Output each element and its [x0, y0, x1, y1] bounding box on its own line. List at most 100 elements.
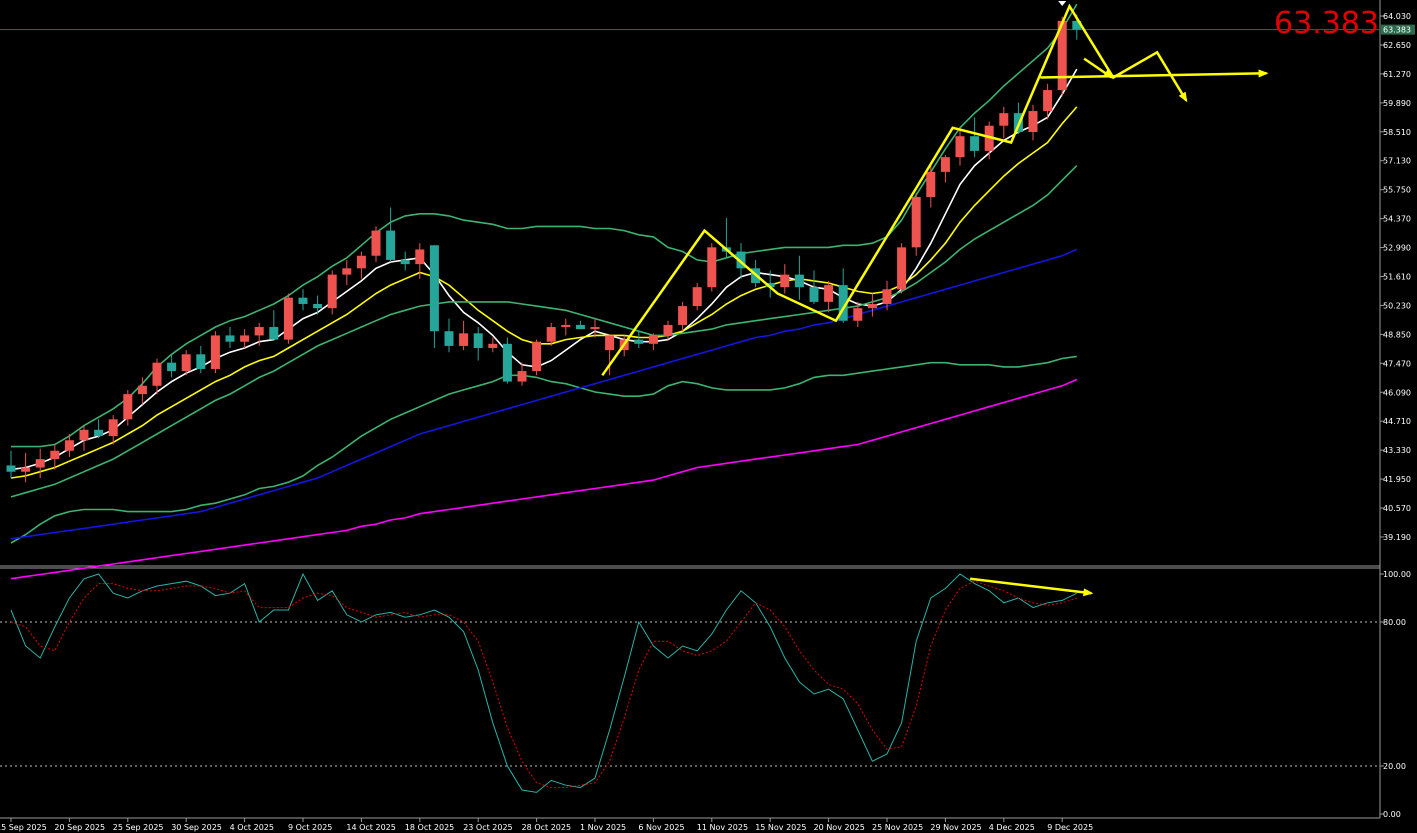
- osc-tick-label: 100.00: [1383, 570, 1411, 579]
- candle-body: [6, 465, 16, 472]
- candle-body: [999, 113, 1009, 126]
- candle-body: [64, 440, 74, 451]
- price-tick-label: 57.130: [1383, 157, 1411, 166]
- indicator-line-bb-lower: [10, 355, 1077, 544]
- price-tick-label: 62.650: [1383, 41, 1411, 50]
- candle-body: [678, 306, 688, 325]
- candle-body: [634, 339, 644, 344]
- candle-body: [707, 247, 717, 288]
- osc-tick-label: 0.00: [1383, 810, 1401, 819]
- candle-body: [94, 429, 104, 437]
- candle-body: [955, 136, 965, 158]
- candle-body: [984, 125, 994, 151]
- price-tick-label: 41.950: [1383, 475, 1411, 484]
- candle-body: [473, 333, 483, 349]
- indicator-line-ma-mid: [10, 106, 1078, 479]
- current-price-badge: [1381, 24, 1415, 35]
- candle-body: [313, 303, 323, 309]
- price-tick-label: 61.270: [1383, 70, 1411, 79]
- candle-body: [196, 354, 206, 369]
- candle-body: [444, 331, 454, 346]
- candle-body: [415, 249, 425, 265]
- current-price-label: 63.383: [1274, 6, 1379, 41]
- candle-body: [546, 327, 556, 342]
- candle-body: [692, 287, 702, 307]
- candle-body: [809, 287, 819, 302]
- candle-body: [532, 341, 542, 372]
- candle-body: [1028, 111, 1038, 133]
- candle-body: [867, 303, 877, 309]
- price-tick-label: 43.330: [1383, 446, 1411, 455]
- date-tick-label: 30 Sep 2025: [171, 823, 222, 832]
- candle-body: [386, 230, 396, 260]
- candle-body: [123, 394, 133, 420]
- candle-body: [575, 324, 585, 330]
- indicator-line-bb-upper: [11, 3, 1078, 448]
- date-tick-label: 25 Sep 2025: [113, 823, 164, 832]
- price-tick-label: 50.230: [1383, 301, 1411, 310]
- oscillator-lines: [10, 572, 1078, 793]
- osc-tick-label: 80.00: [1383, 618, 1406, 627]
- indicator-line-bb-mid: [10, 165, 1078, 498]
- current-price-badge-label: 63.383: [1383, 26, 1411, 35]
- candle-body: [356, 255, 366, 269]
- date-tick-label: 14 Oct 2025: [346, 823, 395, 832]
- candle-body: [371, 230, 381, 256]
- indicator-line-ma-fast: [10, 68, 1078, 471]
- annotations: [601, 1, 1269, 597]
- price-tick-label: 58.510: [1383, 128, 1411, 137]
- indicator-line-ma-long: [10, 248, 1078, 540]
- candle-body: [1043, 90, 1053, 112]
- candle-body: [342, 268, 352, 275]
- date-tick-label: 6 Nov 2025: [638, 823, 684, 832]
- grid-layer: [0, 0, 1381, 819]
- candle-body: [940, 157, 950, 172]
- oscillator-line-stoch-signal: [10, 580, 1077, 789]
- candle-body: [400, 259, 410, 265]
- candle-body: [911, 197, 921, 248]
- date-tick-label: 23 Oct 2025: [463, 823, 512, 832]
- candle-body: [517, 371, 527, 382]
- candle-body: [1072, 20, 1082, 30]
- candle-body: [283, 297, 293, 340]
- price-tick-label: 39.190: [1383, 533, 1411, 542]
- price-tick-label: 55.750: [1383, 186, 1411, 195]
- date-tick-label: 9 Oct 2025: [288, 823, 332, 832]
- annotation-arrow: [970, 577, 1094, 597]
- candle-body: [459, 333, 469, 346]
- date-tick-label: 1 Nov 2025: [580, 823, 626, 832]
- peak-marker-icon: [1058, 1, 1067, 6]
- candle-body: [794, 274, 804, 288]
- price-tick-label: 47.470: [1383, 359, 1411, 368]
- candle-body: [181, 354, 191, 372]
- candle-body: [152, 362, 162, 386]
- price-tick-label: 46.090: [1383, 388, 1411, 397]
- annotation-arrow: [1040, 69, 1269, 79]
- price-tick-label: 40.570: [1383, 504, 1411, 513]
- price-tick-label: 64.030: [1383, 12, 1411, 21]
- candle-body: [648, 335, 658, 344]
- candle-body: [970, 136, 980, 151]
- date-tick-label: 29 Nov 2025: [930, 823, 981, 832]
- candle-body: [897, 247, 907, 290]
- price-tick-label: 59.890: [1383, 99, 1411, 108]
- oscillator-line-stoch-main: [10, 572, 1078, 793]
- candle-body: [663, 324, 673, 336]
- date-tick-label: 15 Sep 2025: [0, 823, 47, 832]
- candle-body: [1057, 20, 1067, 91]
- price-tick-label: 54.370: [1383, 215, 1411, 224]
- candle-body: [225, 335, 235, 342]
- candle-body: [488, 343, 498, 349]
- candle-body: [269, 327, 279, 340]
- candle-body: [50, 450, 60, 460]
- candle-body: [429, 245, 439, 332]
- date-tick-label: 28 Oct 2025: [522, 823, 571, 832]
- date-tick-label: 4 Dec 2025: [989, 823, 1035, 832]
- candle-body: [502, 343, 512, 382]
- date-tick-label: 4 Oct 2025: [230, 823, 274, 832]
- candle-body: [605, 335, 615, 351]
- date-tick-label: 20 Nov 2025: [814, 823, 865, 832]
- price-tick-label: 51.610: [1383, 272, 1411, 281]
- candle-body: [298, 297, 308, 304]
